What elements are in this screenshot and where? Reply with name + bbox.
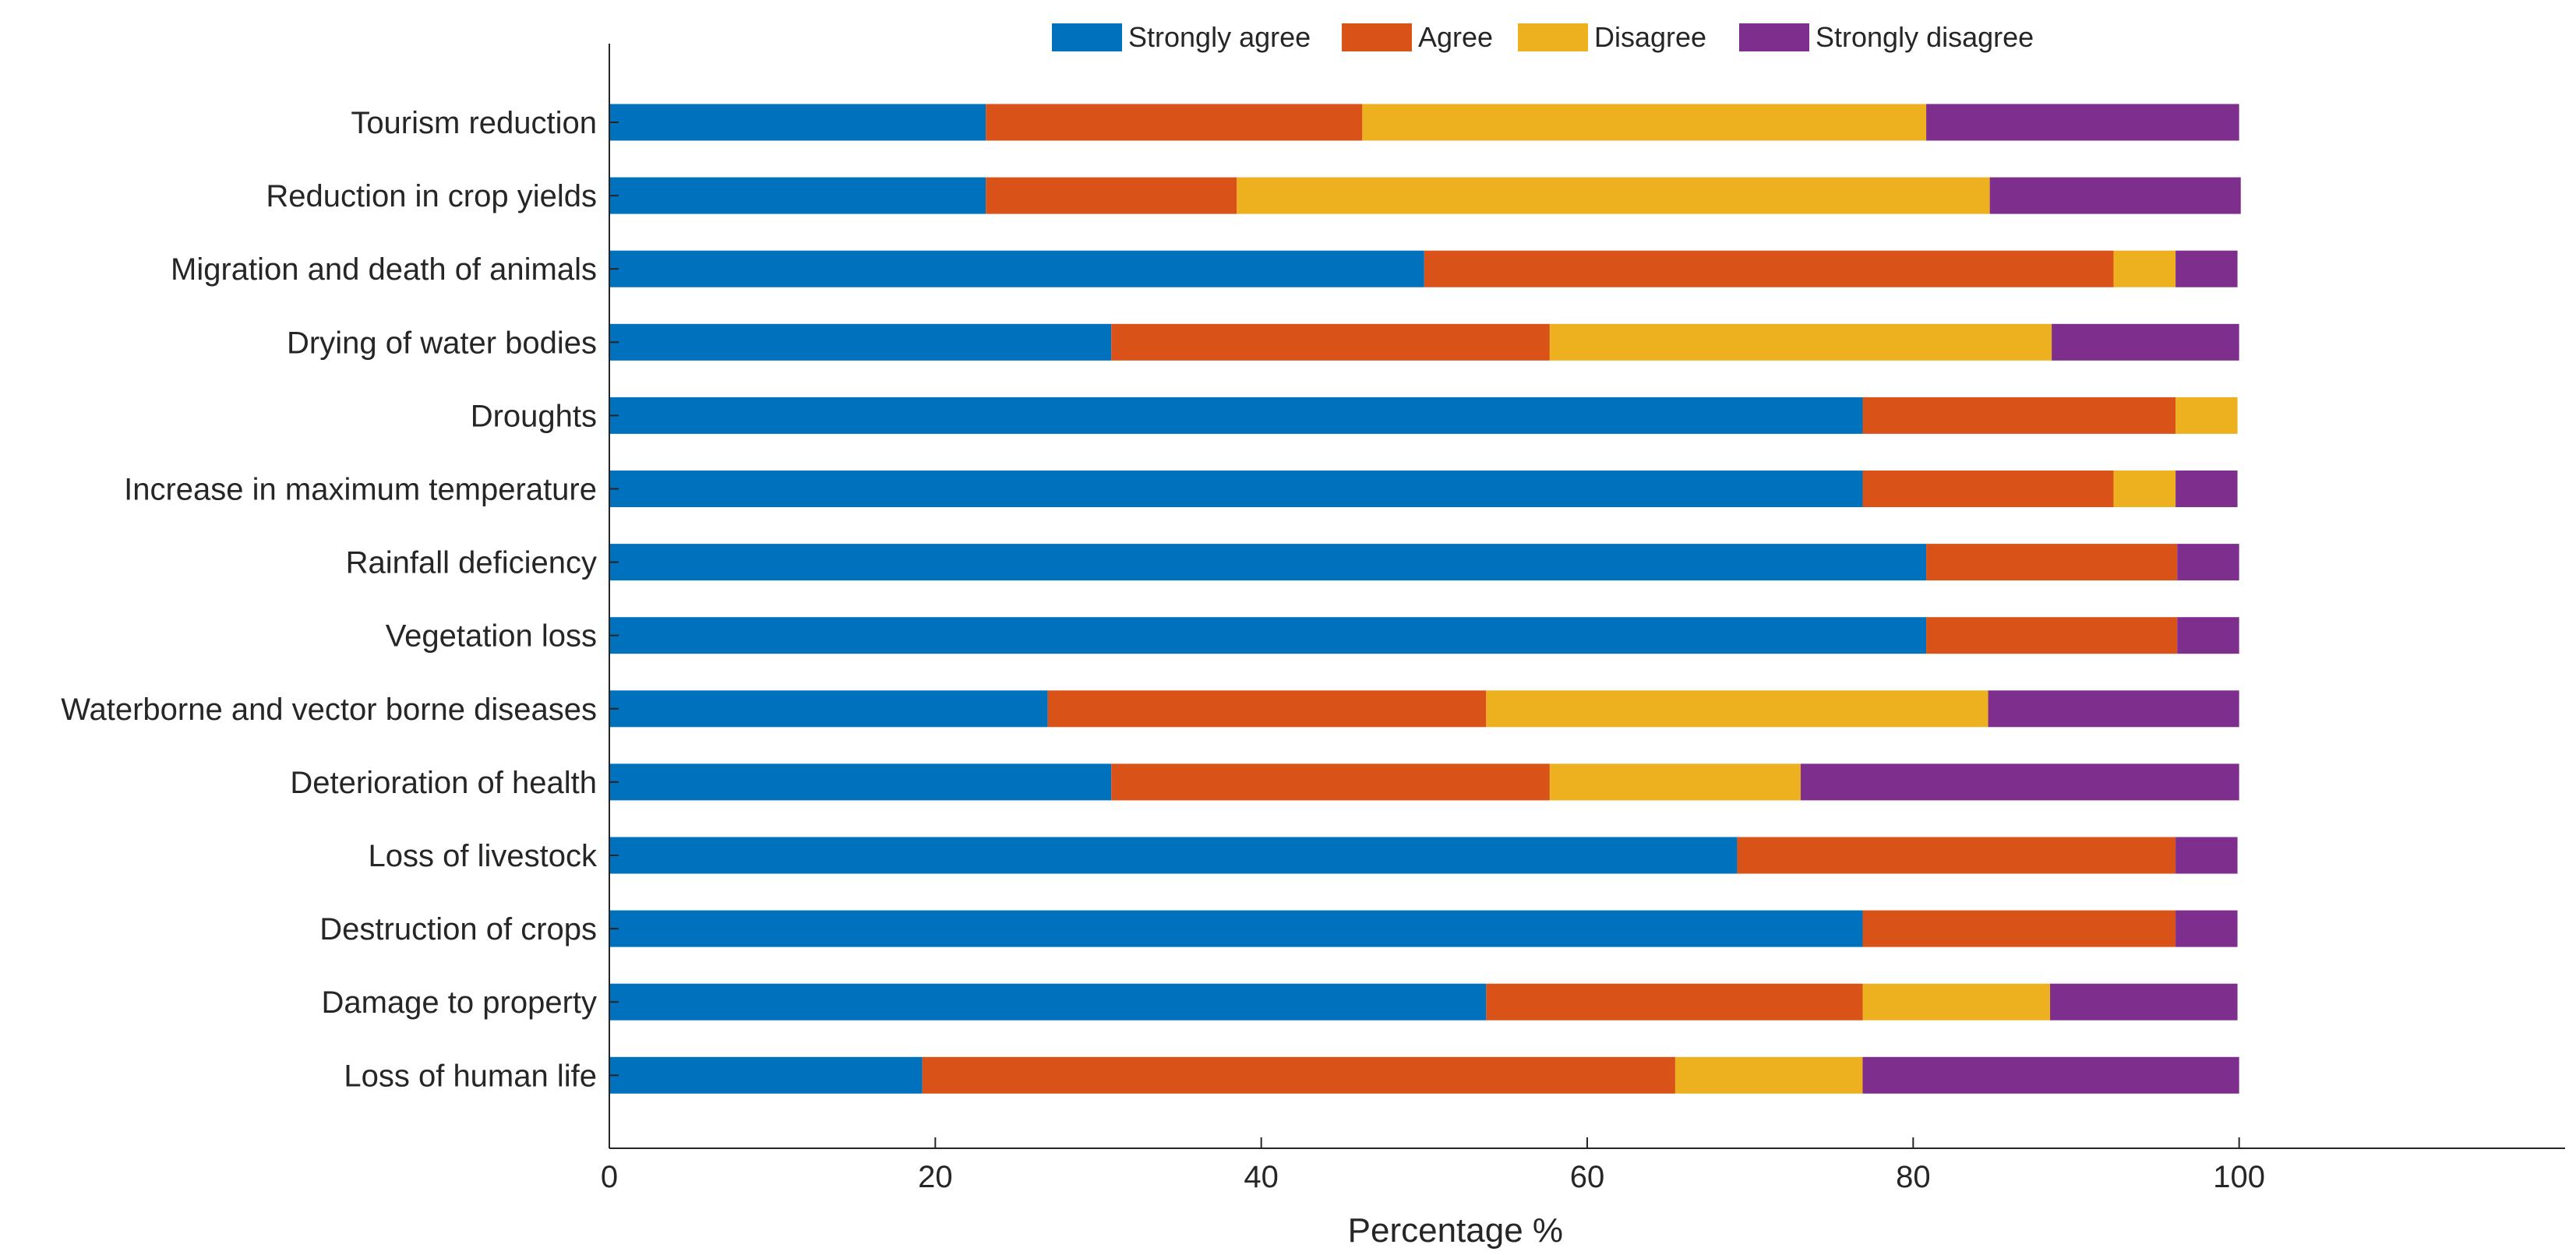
legend-label-disagree: Disagree <box>1594 21 1706 53</box>
bar-migration-and-death-of-animals-strongly-disagree <box>2175 250 2238 287</box>
x-tick-label: 60 <box>1570 1160 1605 1194</box>
x-tick-label: 80 <box>1896 1160 1931 1194</box>
x-tick-label: 40 <box>1244 1160 1279 1194</box>
bar-deterioration-of-health-disagree <box>1549 763 1801 801</box>
legend-swatch-strongly-disagree <box>1739 23 1809 51</box>
x-tick-label: 0 <box>601 1160 618 1194</box>
bar-drying-of-water-bodies-strongly-agree <box>609 323 1112 361</box>
bar-waterborne-and-vector-borne-diseases-agree <box>1047 690 1487 728</box>
bar-drying-of-water-bodies-disagree <box>1549 323 2052 361</box>
category-label: Destruction of crops <box>319 912 597 947</box>
bar-droughts-agree <box>1862 397 2176 434</box>
bar-destruction-of-crops-agree <box>1862 910 2176 947</box>
bar-waterborne-and-vector-borne-diseases-disagree <box>1486 690 1988 728</box>
category-label: Damage to property <box>321 985 597 1020</box>
bar-migration-and-death-of-animals-agree <box>1424 250 2114 287</box>
bar-droughts-strongly-agree <box>609 397 1863 434</box>
bar-increase-in-maximum-temperature-disagree <box>2113 471 2176 507</box>
bar-tourism-reduction-disagree <box>1362 104 1927 141</box>
bar-droughts-disagree <box>2175 397 2238 434</box>
x-tick-label: 20 <box>918 1160 953 1194</box>
bar-deterioration-of-health-strongly-disagree <box>1801 763 2239 801</box>
bar-vegetation-loss-agree <box>1926 617 2178 654</box>
bar-waterborne-and-vector-borne-diseases-strongly-agree <box>609 690 1048 728</box>
bar-tourism-reduction-agree <box>986 104 1363 141</box>
x-tick-label: 100 <box>2213 1160 2265 1194</box>
bar-destruction-of-crops-strongly-agree <box>609 910 1863 947</box>
bar-rainfall-deficiency-agree <box>1926 544 2178 581</box>
legend-swatch-disagree <box>1518 23 1588 51</box>
category-label: Tourism reduction <box>351 106 597 140</box>
category-label: Increase in maximum temperature <box>124 473 597 507</box>
category-label: Loss of human life <box>344 1059 597 1093</box>
bar-reduction-in-crop-yields-disagree <box>1237 177 1990 214</box>
legend-label-agree: Agree <box>1418 21 1493 53</box>
bar-rainfall-deficiency-strongly-agree <box>609 544 1927 581</box>
legend: Strongly agree Agree Disagree Strongly disa… <box>1052 21 2034 53</box>
legend-label-strongly-agree: Strongly agree <box>1128 21 1311 53</box>
bar-reduction-in-crop-yields-strongly-disagree <box>1989 177 2241 214</box>
category-label: Reduction in crop yields <box>266 179 597 213</box>
bar-migration-and-death-of-animals-strongly-agree <box>609 250 1424 287</box>
bar-reduction-in-crop-yields-strongly-agree <box>609 177 986 214</box>
bar-drying-of-water-bodies-strongly-disagree <box>2052 323 2239 361</box>
bar-damage-to-property-strongly-disagree <box>2050 983 2238 1021</box>
bar-loss-of-livestock-strongly-agree <box>609 837 1738 874</box>
bar-damage-to-property-strongly-agree <box>609 983 1487 1021</box>
bar-loss-of-human-life-agree <box>922 1056 1675 1094</box>
bar-loss-of-human-life-strongly-agree <box>609 1056 923 1094</box>
axes-layer: Tourism reduction Reduction in crop yield… <box>61 44 2565 1194</box>
bar-rainfall-deficiency-strongly-disagree <box>2177 544 2239 581</box>
legend-swatch-strongly-agree <box>1052 23 1122 51</box>
bar-increase-in-maximum-temperature-strongly-disagree <box>2175 471 2238 507</box>
category-label: Drying of water bodies <box>287 326 597 360</box>
category-label: Vegetation loss <box>386 619 597 654</box>
bar-damage-to-property-disagree <box>1862 983 2051 1021</box>
bar-vegetation-loss-strongly-agree <box>609 617 1927 654</box>
bar-drying-of-water-bodies-agree <box>1111 323 1550 361</box>
bar-increase-in-maximum-temperature-agree <box>1862 471 2114 507</box>
bar-tourism-reduction-strongly-disagree <box>1926 104 2239 141</box>
bar-loss-of-livestock-agree <box>1737 837 2176 874</box>
bar-damage-to-property-agree <box>1486 983 1863 1021</box>
category-label: Deterioration of health <box>290 766 597 800</box>
bar-loss-of-human-life-disagree <box>1674 1056 1863 1094</box>
bar-waterborne-and-vector-borne-diseases-strongly-disagree <box>1988 690 2239 728</box>
category-label: Rainfall deficiency <box>346 546 597 580</box>
bar-destruction-of-crops-strongly-disagree <box>2175 910 2238 947</box>
bar-deterioration-of-health-strongly-agree <box>609 763 1112 801</box>
bar-tourism-reduction-strongly-agree <box>609 104 986 141</box>
bar-increase-in-maximum-temperature-strongly-agree <box>609 471 1863 507</box>
bar-deterioration-of-health-agree <box>1111 763 1550 801</box>
category-label: Loss of livestock <box>369 839 598 873</box>
x-axis-title: Percentage % <box>1348 1211 1563 1250</box>
legend-label-strongly-disagree: Strongly disagree <box>1816 21 2034 53</box>
bar-reduction-in-crop-yields-agree <box>986 177 1237 214</box>
category-label: Migration and death of animals <box>171 252 597 287</box>
bar-loss-of-human-life-strongly-disagree <box>1862 1056 2239 1094</box>
bars-layer <box>609 104 2241 1094</box>
legend-swatch-agree <box>1342 23 1412 51</box>
bar-loss-of-livestock-strongly-disagree <box>2175 837 2238 874</box>
category-label: Droughts <box>471 399 597 433</box>
category-label: Waterborne and vector borne diseases <box>61 693 597 727</box>
bar-vegetation-loss-strongly-disagree <box>2177 617 2239 654</box>
bar-migration-and-death-of-animals-disagree <box>2113 250 2176 287</box>
